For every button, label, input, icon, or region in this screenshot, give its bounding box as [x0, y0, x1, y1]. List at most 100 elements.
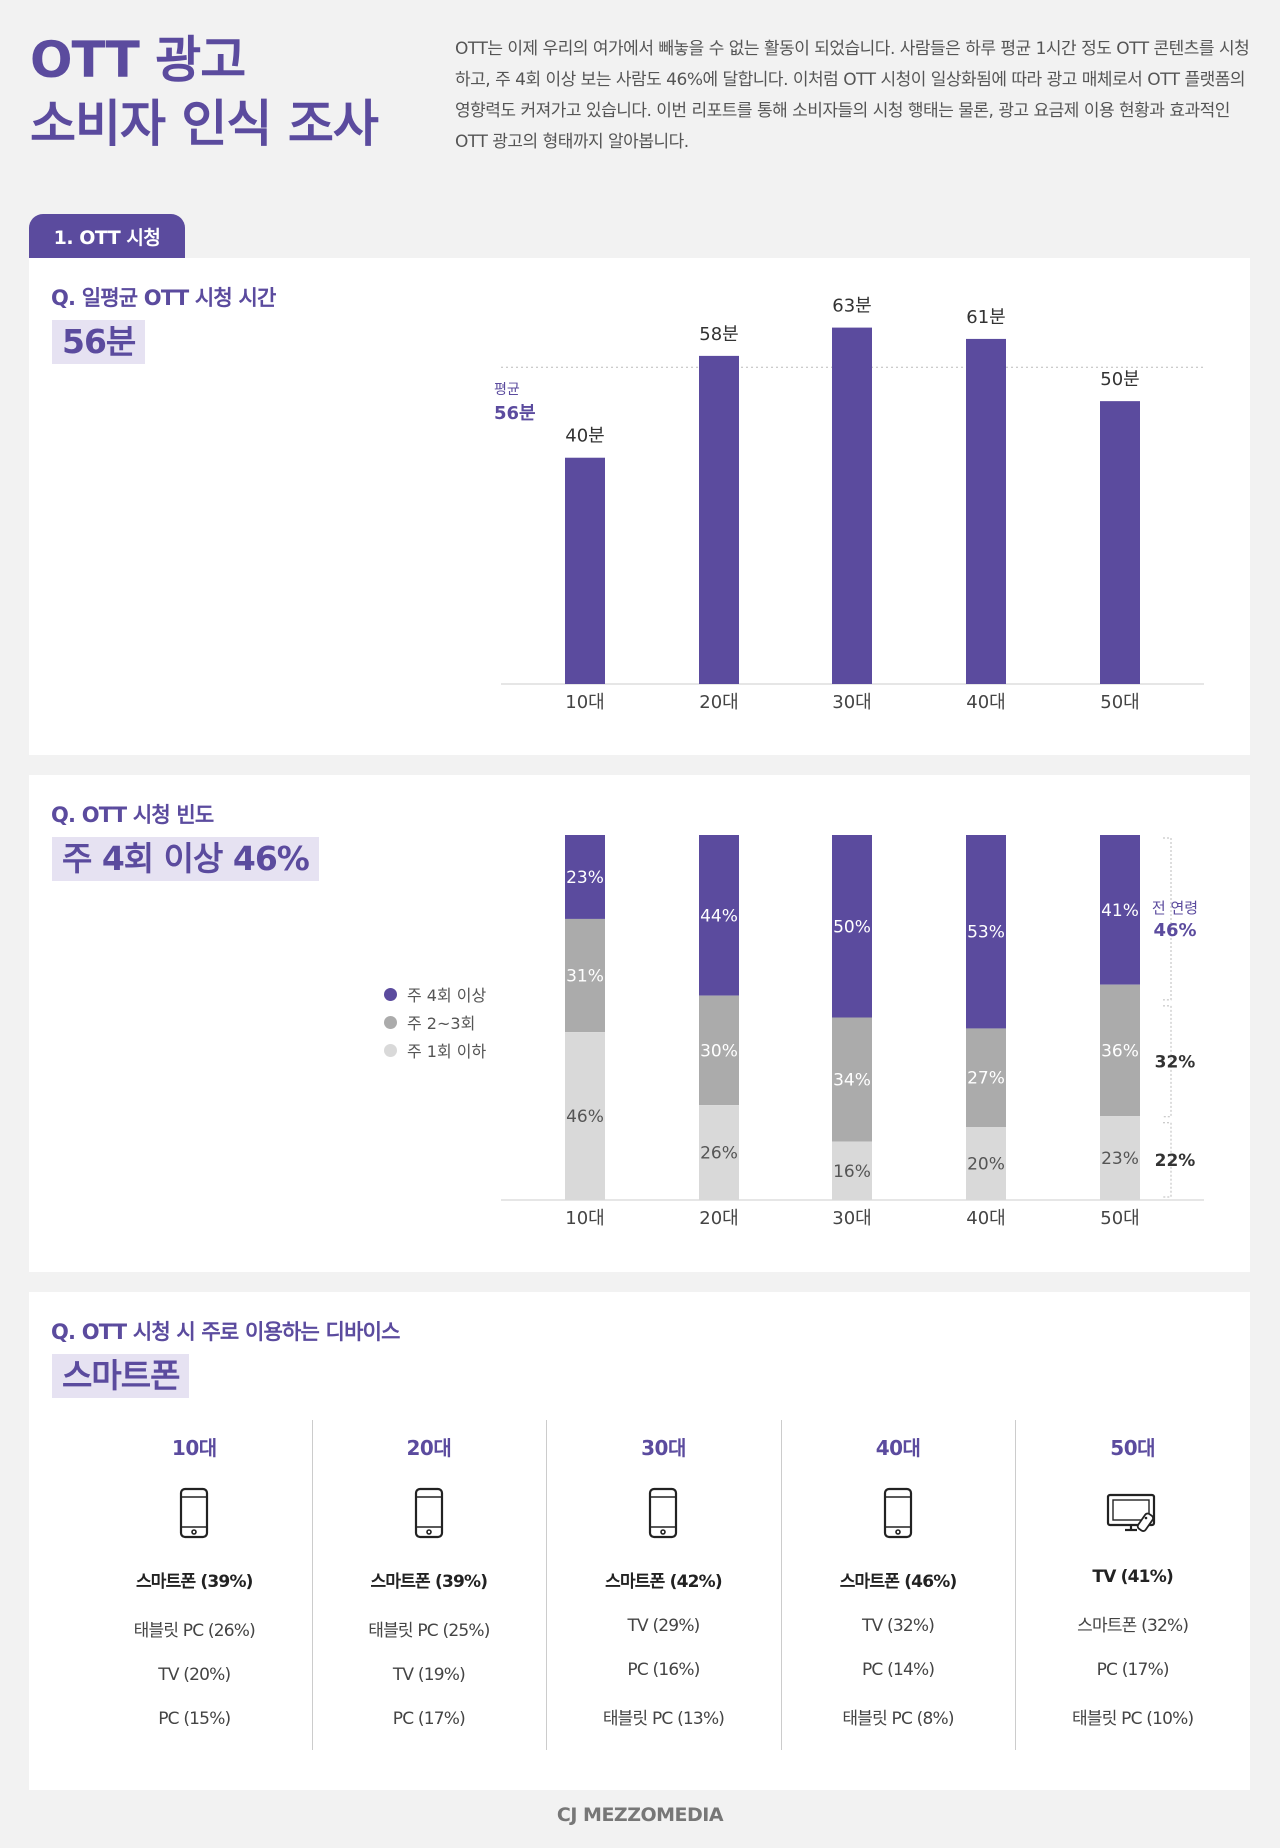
- segment-value-label: 23%: [1101, 1149, 1139, 1169]
- overall-bracket: [1163, 1122, 1172, 1198]
- stacked-bar-segment: [565, 918, 605, 1033]
- x-tick-label: 30대: [832, 692, 871, 713]
- device-column: 20대 스마트폰 (39%) 태블릿 PC (25%) TV (19%) PC (17%…: [311, 1420, 547, 1760]
- stacked-bar-segment: [966, 1127, 1006, 1200]
- segment-value-label: 20%: [967, 1155, 1005, 1175]
- legend-dot: [384, 987, 397, 1001]
- x-tick-label: 40대: [966, 692, 1005, 713]
- device-rank-item: TV (29%): [627, 1616, 700, 1636]
- segment-value-label: 34%: [833, 1071, 871, 1091]
- average-value: 56분: [494, 403, 536, 424]
- device-age-label: 30대: [641, 1436, 686, 1460]
- devices-panel: Q. OTT 시청 시 주로 이용하는 디바이스 스마트폰 10대 스마트폰 (3…: [29, 1292, 1250, 1790]
- footer-logo: CJ MEZZOMEDIA: [556, 1804, 724, 1826]
- overall-value: 32%: [1155, 1052, 1196, 1072]
- device-rank-item: 태블릿 PC (26%): [133, 1621, 256, 1641]
- x-tick-label: 10대: [565, 692, 604, 713]
- segment-value-label: 36%: [1101, 1041, 1139, 1061]
- frequency-panel: Q. OTT 시청 빈도 주 4회 이상 46% 주 4회 이상 주 2~3회 …: [29, 775, 1250, 1272]
- legend-label: 주 1회 이하: [407, 1042, 487, 1061]
- devices-highlight: 스마트폰: [52, 1354, 190, 1398]
- section-tab: 1. OTT 시청: [29, 214, 185, 258]
- title-line-1: OTT 광고: [30, 31, 246, 89]
- stacked-bar-segment: [1100, 835, 1140, 985]
- device-rank-item: TV (20%): [158, 1665, 231, 1685]
- stacked-bar-segment: [565, 1032, 605, 1200]
- device-column: 10대 스마트폰 (39%) 태블릿 PC (26%) TV (20%) PC (15%…: [77, 1420, 312, 1760]
- smartphone-icon: [649, 1487, 678, 1539]
- stacked-bar-segment: [832, 1141, 872, 1200]
- watch-time-highlight: 56분: [52, 320, 146, 364]
- device-rank-item: 태블릿 PC (25%): [368, 1621, 490, 1641]
- segment-value-label: 31%: [566, 967, 604, 987]
- device-top-rank: TV (41%): [1092, 1567, 1173, 1587]
- bar-value-label: 58분: [699, 324, 738, 345]
- device-column: 50대 TV (41%) 스마트폰 (32%) PC (17%) 태블릿 PC (10%…: [1015, 1420, 1250, 1760]
- bar: [832, 327, 872, 684]
- overall-label: 전 연령: [1152, 899, 1198, 917]
- device-top-rank: 스마트폰 (39%): [370, 1572, 489, 1592]
- stacked-bar-segment: [966, 835, 1006, 1029]
- stacked-bar-segment: [1100, 984, 1140, 1117]
- device-rank-item: 태블릿 PC (13%): [602, 1709, 725, 1729]
- device-rank-item: PC (17%): [1096, 1660, 1170, 1680]
- device-rank-item: TV (32%): [862, 1616, 935, 1636]
- device-rank-item: PC (15%): [158, 1709, 231, 1729]
- smartphone-icon: [414, 1487, 443, 1539]
- device-rank-item: 태블릿 PC (10%): [1072, 1709, 1194, 1729]
- header: OTT 광고 소비자 인식 조사 OTT는 이제 우리의 여가에서 빼놓을 수 …: [0, 0, 1280, 200]
- legend-dot: [384, 1015, 397, 1029]
- device-rank-item: PC (17%): [392, 1709, 466, 1729]
- segment-value-label: 44%: [700, 906, 738, 926]
- stacked-bar-segment: [699, 835, 739, 996]
- segment-value-label: 23%: [566, 868, 604, 888]
- overall-value: 22%: [1155, 1151, 1196, 1171]
- bar: [966, 338, 1006, 684]
- stacked-bar-segment: [699, 1105, 739, 1200]
- device-age-label: 40대: [875, 1436, 921, 1460]
- device-rank-item: 태블릿 PC (8%): [842, 1709, 954, 1729]
- legend-label: 주 4회 이상: [407, 986, 487, 1005]
- legend-item: 주 4회 이상: [384, 980, 486, 1008]
- stacked-bar-segment: [832, 1017, 872, 1142]
- device-rank-item: PC (16%): [627, 1660, 700, 1680]
- device-top-rank: 스마트폰 (42%): [605, 1572, 723, 1592]
- segment-value-label: 27%: [967, 1069, 1005, 1089]
- legend-label: 주 2~3회: [407, 1014, 476, 1033]
- bar: [565, 457, 605, 684]
- x-tick-label: 50대: [1100, 1208, 1139, 1229]
- bar-value-label: 63분: [832, 296, 871, 317]
- smartphone-icon: [180, 1487, 209, 1539]
- device-age-label: 50대: [1110, 1436, 1156, 1460]
- stacked-bar-segment: [565, 835, 605, 919]
- devices-question: Q. OTT 시청 시 주로 이용하는 디바이스: [51, 1320, 400, 1344]
- x-tick-label: 20대: [699, 1208, 738, 1229]
- overall-bracket: [1163, 837, 1172, 1001]
- watch-time-question: Q. 일평균 OTT 시청 시간: [51, 286, 276, 310]
- stacked-bar-segment: [966, 1028, 1006, 1127]
- frequency-question: Q. OTT 시청 빈도: [51, 803, 214, 827]
- intro-text: OTT는 이제 우리의 여가에서 빼놓을 수 없는 활동이 되었습니다. 사람들…: [455, 39, 1250, 152]
- segment-value-label: 53%: [967, 923, 1005, 943]
- frequency-highlight: 주 4회 이상 46%: [52, 837, 319, 881]
- legend-dot: [384, 1043, 397, 1057]
- average-label: 평균: [494, 382, 520, 398]
- x-tick-label: 50대: [1100, 692, 1139, 713]
- bar-value-label: 40분: [565, 426, 604, 447]
- stacked-bar-segment: [832, 835, 872, 1018]
- title-line-2: 소비자 인식 조사: [30, 95, 379, 153]
- overall-bracket: [1163, 1005, 1172, 1118]
- frequency-legend: 주 4회 이상 주 2~3회 주 1회 이하: [384, 980, 486, 1064]
- bar-value-label: 61분: [966, 307, 1005, 328]
- page-title: OTT 광고 소비자 인식 조사: [30, 28, 379, 156]
- watch-time-chart: 평균 56분 40분 10대 58분 20대 63분 30대 61분 40대 50분 50대: [494, 296, 1204, 713]
- legend-item: 주 1회 이하: [384, 1036, 486, 1064]
- segment-value-label: 30%: [700, 1041, 738, 1061]
- overall-value: 46%: [1153, 920, 1196, 941]
- segment-value-label: 50%: [833, 917, 871, 937]
- device-age-label: 20대: [406, 1436, 452, 1460]
- segment-value-label: 46%: [566, 1107, 604, 1127]
- x-tick-label: 30대: [832, 1208, 871, 1229]
- x-tick-label: 20대: [699, 692, 738, 713]
- stacked-bar-segment: [1100, 1116, 1140, 1200]
